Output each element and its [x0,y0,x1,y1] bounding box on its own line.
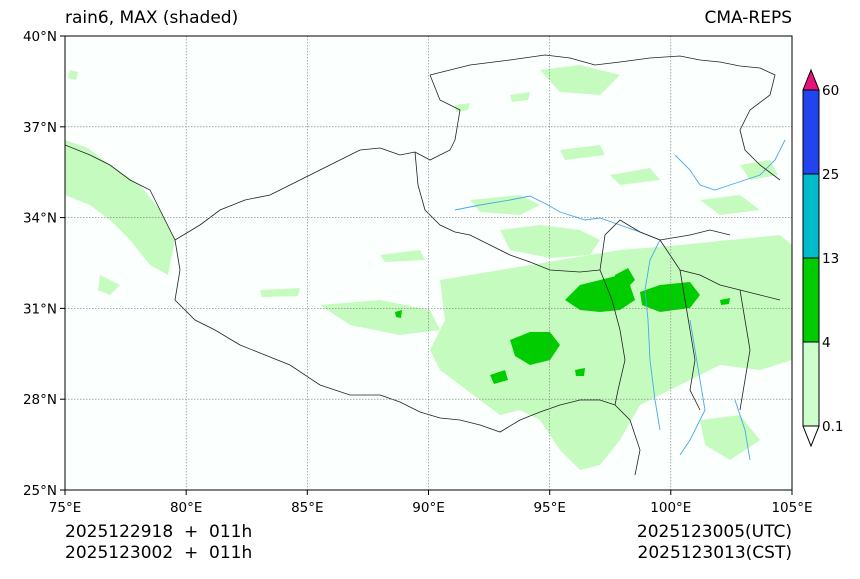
colorbar: 60 25 13 4 0.1 [802,68,843,448]
colorbar-segment [802,89,820,175]
init-time-block: 2025122918 + 011h 2025123002 + 011h [65,522,252,564]
init-time-cst: 2025123002 + 011h [65,543,253,563]
colorbar-segment [802,341,820,427]
colorbar-segment [802,173,820,259]
lat-tick-label: 37°N [23,120,57,136]
colorbar-label: 4 [822,335,831,351]
lon-tick-label: 80°E [170,500,202,516]
colorbar-label: 0.1 [822,419,843,435]
colorbar-over-arrow [802,68,820,91]
lon-tick-label: 85°E [291,500,323,516]
colorbar-label: 60 [822,83,839,99]
init-time-utc: 2025122918 + 011h [65,522,253,542]
lat-tick-label: 28°N [23,392,57,408]
lat-tick-label: 34°N [23,211,57,227]
valid-time-utc: 2025123005(UTC) [636,522,792,542]
lat-tick-label: 31°N [23,301,57,317]
lon-tick-label: 105°E [771,500,812,516]
colorbar-label: 13 [822,251,839,267]
lon-tick-label: 90°E [412,500,444,516]
precipitation-layer [65,36,792,490]
gridlines [65,36,792,490]
valid-time-cst: 2025123013(CST) [637,543,792,563]
valid-time-block: 2025123005(UTC) 2025123013(CST) [637,522,792,564]
lon-tick-label: 75°E [49,500,81,516]
model-name: CMA-REPS [704,8,792,28]
lon-tick-label: 100°E [650,500,691,516]
lat-tick-label: 25°N [23,483,57,499]
lon-tick-label: 95°E [533,500,565,516]
lat-tick-label: 40°N [23,29,57,45]
map-title: rain6, MAX (shaded) [65,8,239,28]
colorbar-label: 25 [822,167,839,183]
colorbar-segment [802,257,820,343]
colorbar-under-arrow [802,425,820,448]
